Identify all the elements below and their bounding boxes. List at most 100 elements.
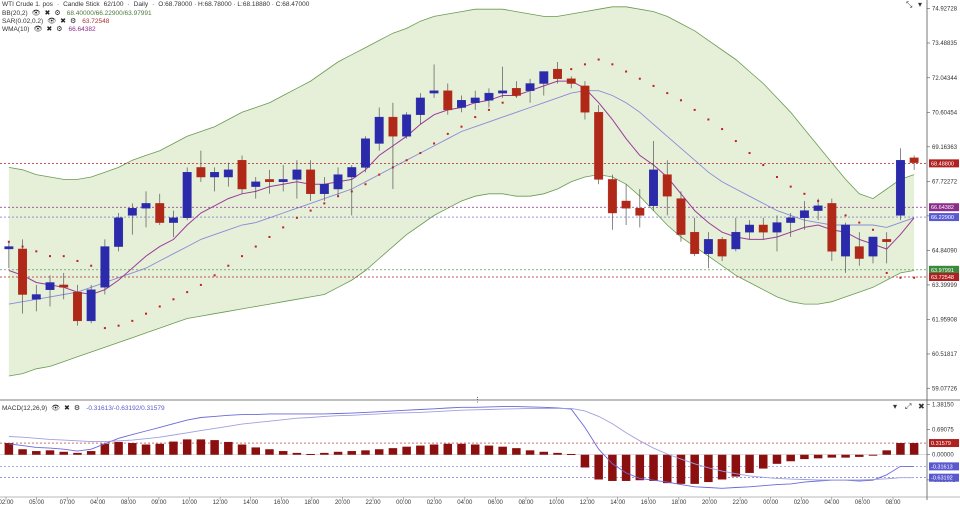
close-icon[interactable]: ✖ [46, 26, 53, 33]
eye-icon[interactable]: 👁 [33, 26, 43, 33]
macd-histogram-bar [416, 445, 425, 455]
gear-icon[interactable]: ⚙ [54, 10, 61, 17]
sar-dot [254, 245, 257, 248]
candle-body [59, 284, 69, 288]
chevron-down-icon[interactable]: ▾ [918, 0, 923, 9]
macd-histogram-bar [498, 446, 507, 455]
sar-dot [378, 173, 381, 176]
sar-dot [583, 63, 586, 66]
chevron-down-icon[interactable]: ▾ [893, 402, 898, 411]
candle-body [86, 289, 96, 322]
sar-dot [707, 118, 710, 121]
macd-histogram-bar [128, 443, 137, 455]
period-label: Daily [133, 1, 149, 8]
sar-dot [227, 264, 230, 267]
macd-histogram-bar [525, 450, 535, 455]
macd-histogram-bar [635, 454, 645, 481]
close-icon[interactable]: ✖ [44, 10, 51, 17]
macd-histogram-bar [45, 450, 55, 455]
macd-histogram-bar [100, 443, 110, 455]
candle-body [319, 184, 329, 195]
macd-histogram-bar [361, 450, 370, 455]
time-tick-label: 06:00 [855, 500, 871, 506]
macd-histogram-bar [265, 449, 274, 455]
candle-body [868, 236, 878, 257]
macd-histogram-bar [676, 454, 686, 484]
legend-bb: BB(20,2) 👁 ✖ ⚙ 68.40000/66.22900/63.9799… [2, 9, 152, 18]
bollinger-band-fill [8, 6, 915, 377]
candle-body [429, 90, 439, 94]
time-tick-label: 14:00 [610, 500, 626, 506]
close-icon[interactable]: ✖ [60, 18, 66, 25]
candle-body [553, 68, 562, 79]
macd-histogram-bar [566, 453, 576, 455]
sar-dot [76, 259, 79, 262]
sar-dot [49, 255, 52, 258]
candle-body [758, 224, 768, 233]
sar-dot [364, 183, 367, 186]
gear-icon[interactable]: ⚙ [73, 405, 81, 412]
candle-body [251, 181, 261, 187]
price-tag [929, 159, 959, 168]
macd-histogram-bar [909, 443, 919, 455]
candle-body [306, 169, 316, 195]
sar-dot [131, 319, 134, 322]
macd-histogram-bar [457, 443, 466, 455]
candle-body [799, 210, 809, 218]
candle-body [854, 246, 864, 259]
sar-dot [625, 70, 628, 73]
gear-icon[interactable]: ⚙ [69, 18, 77, 25]
chart-type-label: Candle Stick [63, 1, 100, 8]
pane-resize-handle[interactable]: ⋮ [474, 397, 481, 404]
macd-histogram-bar [470, 444, 480, 455]
price-tag [929, 213, 959, 222]
bollinger-middle-line [8, 90, 915, 305]
macd-histogram-bar [333, 451, 343, 455]
sar-dot [844, 214, 847, 217]
macd-histogram-bar [196, 439, 206, 455]
time-tick-label: 02:00 [0, 500, 14, 506]
candle-body [731, 231, 741, 250]
minimize-icon[interactable]: ⤡ [906, 0, 913, 9]
sar-dot [899, 276, 902, 279]
close-pane-icon[interactable]: ✖ [918, 402, 925, 411]
legend-wma-values: 66.64382 [68, 25, 96, 33]
candle-body [470, 97, 480, 103]
time-tick-label: 12:00 [213, 500, 229, 506]
candle-body [772, 222, 782, 233]
macd-histogram-bar [553, 452, 562, 455]
bollinger-lower-line [8, 174, 915, 377]
sar-dot [748, 152, 751, 155]
macd-tick-label: 0.00000 [932, 453, 954, 459]
macd-tag-label: -0.63192 [931, 476, 953, 482]
macd-histogram-bar [210, 440, 219, 455]
sar-dot [268, 235, 271, 238]
gear-icon[interactable]: ⚙ [56, 26, 63, 33]
sar-dot [186, 291, 189, 294]
sar-dot [460, 125, 463, 128]
candle-body [223, 169, 233, 178]
price-tick-label: 69.16363 [932, 145, 958, 151]
bollinger-upper-line [8, 6, 915, 200]
macd-histogram-bar [717, 454, 727, 480]
legend-macd-name: MACD(12,26,9) [2, 404, 48, 412]
maximize-icon[interactable]: ⤢ [905, 402, 912, 411]
close-icon[interactable]: ✖ [64, 405, 70, 412]
time-tick-label: 16:00 [641, 500, 657, 506]
sar-dot [570, 68, 573, 71]
macd-histogram-bar [484, 445, 494, 455]
legend-sar: SAR(0.02,0.2) 👁 ✖ ⚙ 63.72548 [2, 17, 109, 26]
time-tick-label: 00:00 [763, 500, 779, 506]
sar-dot [762, 164, 765, 167]
candle-body [841, 224, 851, 257]
eye-icon[interactable]: 👁 [31, 10, 41, 17]
candle-body [525, 83, 535, 91]
candle-body [827, 203, 837, 252]
eye-icon[interactable]: 👁 [47, 18, 57, 25]
eye-icon[interactable]: 👁 [51, 405, 61, 412]
macd-histogram-bar [594, 454, 603, 480]
candle-body [717, 239, 727, 257]
macd-histogram-bar [827, 454, 837, 458]
sar-dot [241, 255, 244, 258]
